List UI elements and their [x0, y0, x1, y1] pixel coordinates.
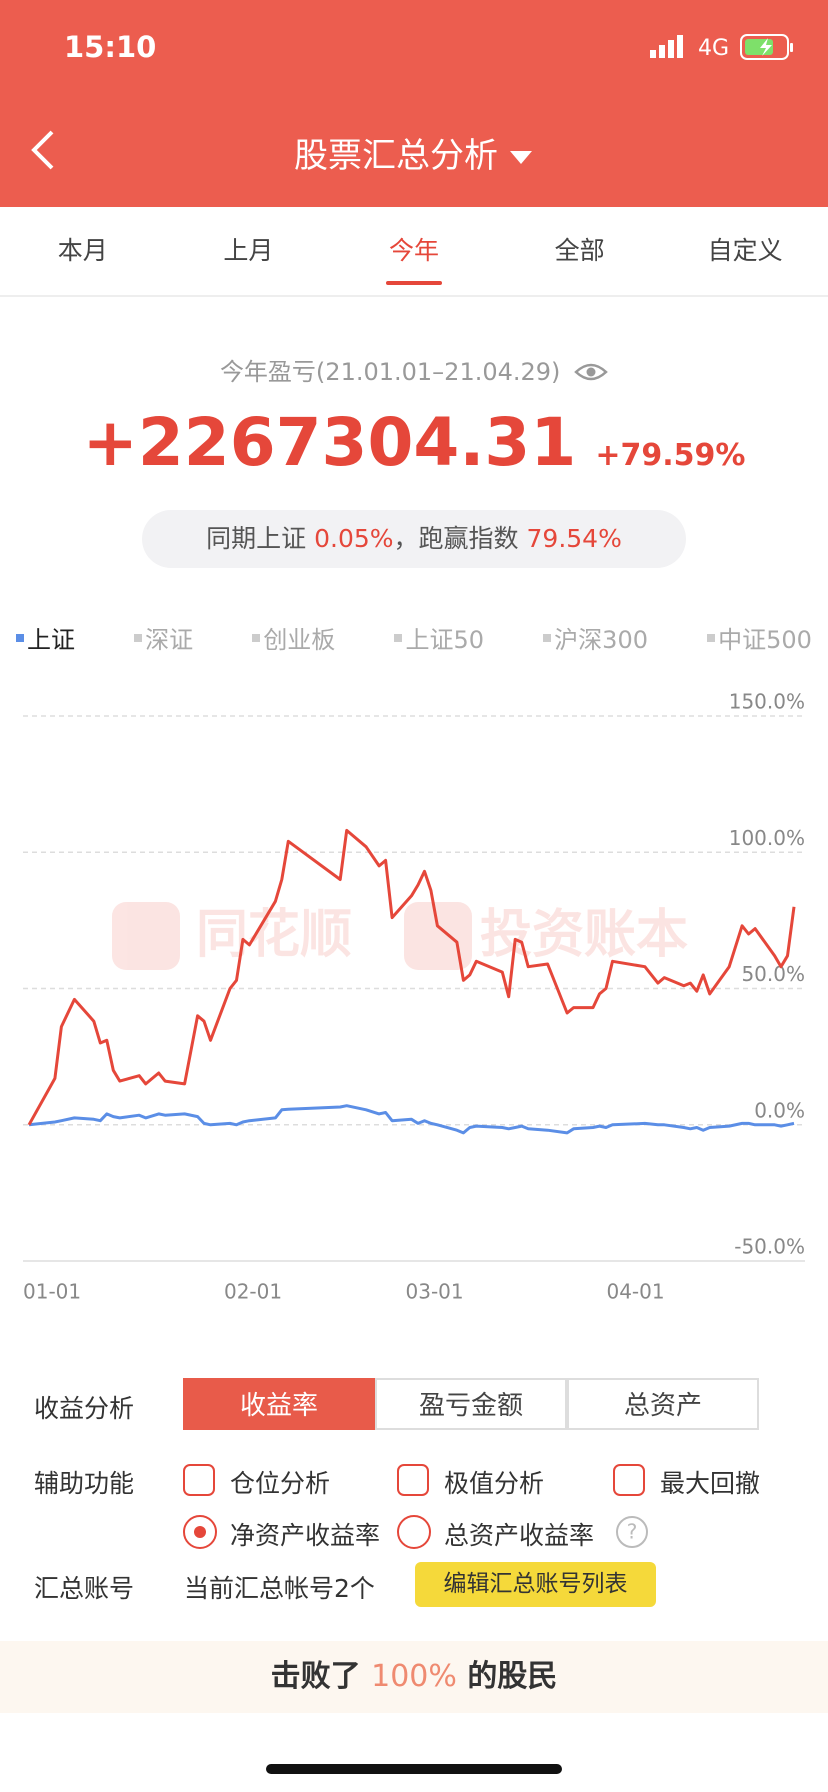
legend-label: 上证50	[405, 626, 485, 654]
legend-swatch	[707, 633, 716, 642]
return-chart: 同花顺 投资账本 150.0% 100.0% 50.0% 0.0% -50.0% 01-0…	[23, 690, 805, 1304]
legend-item[interactable]: 上证50	[394, 620, 484, 655]
summary-label: 今年盈亏(21.01.01–21.04.29)	[219, 358, 561, 386]
radio[interactable]	[183, 1515, 217, 1549]
battery-icon	[740, 34, 793, 60]
period-tabs: 本月 上月 今年 全部 自定义	[0, 207, 828, 297]
analysis-label: 收益分析	[34, 1394, 135, 1423]
beat-value: 79.54%	[526, 524, 622, 553]
legend-swatch	[252, 633, 261, 642]
summary-label-row: 今年盈亏(21.01.01–21.04.29)	[0, 352, 828, 387]
analysis-option[interactable]: 盈亏金额	[375, 1378, 567, 1430]
watermark-text: 同花顺	[196, 905, 352, 965]
profit-row: +2267304.31 +79.59%	[0, 404, 828, 481]
account-label: 汇总账号	[34, 1574, 135, 1603]
signal-icon	[650, 35, 683, 58]
legend-item[interactable]: 创业板	[252, 620, 335, 655]
period-tab[interactable]: 今年	[331, 207, 497, 295]
eye-icon[interactable]	[574, 361, 608, 383]
period-tab[interactable]: 自定义	[707, 236, 783, 265]
legend-swatch	[394, 633, 403, 642]
help-icon[interactable]: ?	[615, 1515, 649, 1549]
checkbox[interactable]	[613, 1464, 645, 1496]
radio-label: 总资产收益率	[444, 1521, 595, 1550]
y-tick-label: -50.0%	[734, 1235, 805, 1259]
watermark-text: 投资账本	[480, 905, 688, 965]
legend-item[interactable]: 上证	[16, 620, 75, 655]
rank-value: 100%	[371, 1659, 457, 1694]
back-button[interactable]	[28, 128, 60, 172]
legend-label: 创业板	[263, 626, 336, 654]
x-tick-label: 01-01	[23, 1280, 81, 1304]
status-time: 15:10	[64, 30, 157, 64]
benchmark-pill: 同期上证 0.05%，跑赢指数 79.54%	[142, 510, 686, 568]
legend-label: 上证	[27, 626, 75, 654]
svg-text:?: ?	[627, 1520, 638, 1544]
legend-swatch	[16, 633, 24, 642]
title-text: 股票汇总分析	[294, 136, 498, 176]
profit-return: +79.59%	[595, 438, 746, 473]
radio-label: 净资产收益率	[230, 1521, 381, 1550]
legend-swatch	[134, 633, 143, 642]
benchmark-label: 同期上证	[206, 524, 307, 553]
dropdown-icon	[510, 151, 532, 164]
aux-label: 辅助功能	[34, 1469, 135, 1498]
legend-label: 沪深300	[554, 626, 648, 654]
period-tab[interactable]: 全部	[554, 236, 605, 265]
rank-prefix: 击败了	[270, 1659, 361, 1694]
period-tab[interactable]: 上月	[223, 236, 274, 265]
legend-swatch	[543, 633, 552, 642]
y-tick-label: 0.0%	[754, 1098, 805, 1122]
y-tick-label: 150.0%	[729, 690, 805, 714]
legend-label: 深证	[145, 626, 194, 654]
analysis-option[interactable]: 收益率	[183, 1378, 375, 1430]
checkbox[interactable]	[183, 1464, 215, 1496]
legend-label: 中证500	[718, 626, 812, 654]
index-legend: 上证 深证 创业板 上证50 沪深300 中证500	[16, 620, 812, 655]
legend-item[interactable]: 中证500	[707, 620, 812, 655]
benchmark-return: 0.05%	[314, 524, 394, 553]
profit-amount: +2267304.31	[82, 404, 577, 481]
checkbox[interactable]	[397, 1464, 429, 1496]
radio[interactable]	[397, 1515, 431, 1549]
x-tick-label: 04-01	[606, 1280, 664, 1304]
account-info: 当前汇总帐号2个	[184, 1574, 375, 1603]
legend-item[interactable]: 深证	[134, 620, 193, 655]
rank-banner: 击败了 100% 的股民	[0, 1641, 828, 1713]
checkbox-label: 极值分析	[444, 1469, 545, 1498]
x-tick-label: 03-01	[406, 1280, 464, 1304]
checkbox-label: 最大回撤	[660, 1469, 761, 1498]
rank-suffix: 的股民	[467, 1659, 558, 1694]
beat-label: ，跑赢指数	[393, 524, 519, 553]
legend-item[interactable]: 沪深300	[543, 620, 648, 655]
network-label: 4G	[698, 36, 730, 61]
watermark: 同花顺 投资账本	[112, 902, 688, 970]
series-line	[27, 828, 796, 1126]
y-tick-label: 50.0%	[741, 962, 805, 986]
checkbox-label: 仓位分析	[230, 1469, 331, 1498]
period-tab[interactable]: 本月	[57, 236, 108, 265]
x-tick-label: 02-01	[224, 1280, 282, 1304]
y-tick-label: 100.0%	[729, 826, 805, 850]
header-bar: 15:10 4G 股票汇总分析	[0, 0, 828, 207]
series-line	[28, 1104, 795, 1135]
edit-account-button[interactable]: 编辑汇总账号列表	[415, 1562, 656, 1607]
home-indicator	[266, 1764, 562, 1774]
analysis-option[interactable]: 总资产	[567, 1378, 759, 1430]
page-title[interactable]: 股票汇总分析	[0, 128, 828, 177]
